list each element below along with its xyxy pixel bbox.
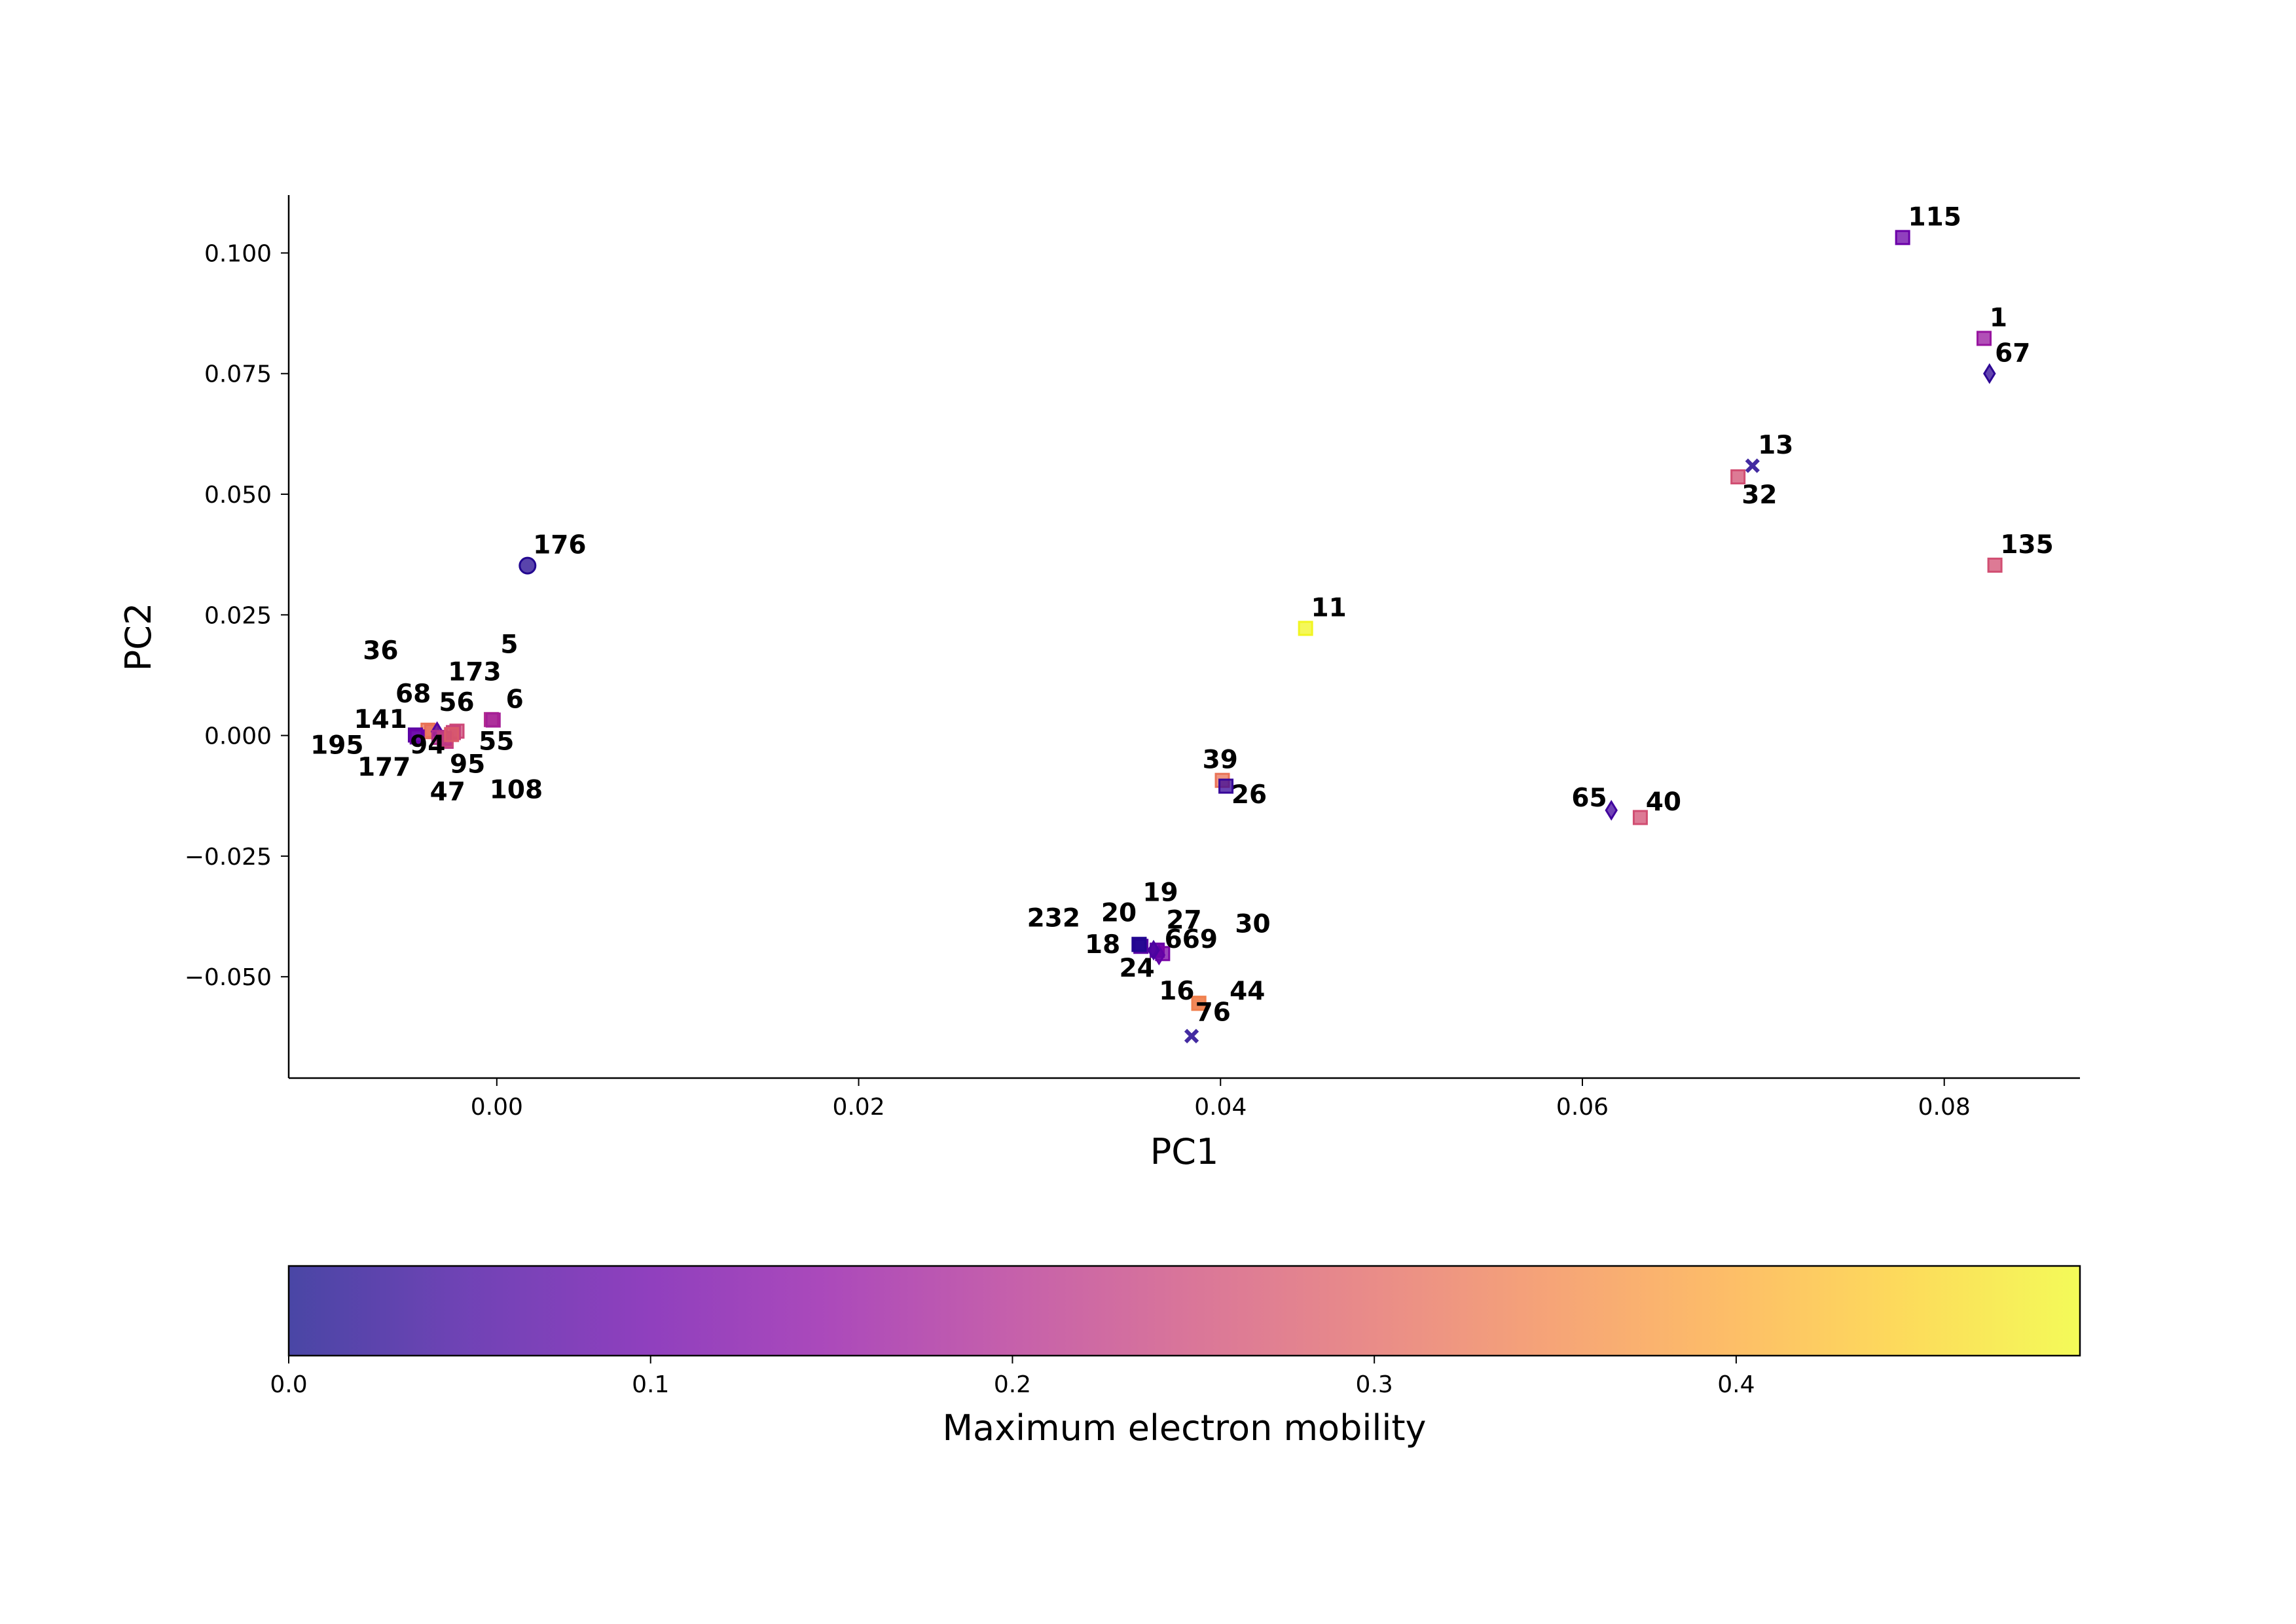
data-point-marker — [1191, 996, 1207, 1011]
data-point-label: 26 — [1231, 780, 1267, 810]
colorbar-tick-label: 0.2 — [994, 1371, 1031, 1398]
x-axis-title: PC1 — [1150, 1131, 1219, 1172]
data-point-label: 232 — [1027, 904, 1080, 933]
data-point-marker — [1983, 363, 1996, 384]
data-point-label: 68 — [395, 679, 431, 709]
data-point-label: 27 — [1166, 905, 1201, 935]
data-point-label: 11 — [1311, 594, 1346, 623]
data-point-marker — [1605, 800, 1618, 821]
x-tick-label: 0.04 — [1194, 1094, 1247, 1121]
data-point-label: 32 — [1741, 480, 1777, 510]
colorbar: 0.0 0.1 0.2 0.3 0.4 Maximum electron mobilit… — [270, 1265, 2081, 1449]
data-point-label: 115 — [1908, 202, 1961, 232]
data-point-marker — [519, 556, 537, 575]
data-point-label: 36 — [363, 636, 398, 666]
data-point-label: 39 — [1203, 746, 1238, 775]
y-axis-title: PC2 — [118, 603, 159, 672]
x-tick-label: 0.06 — [1556, 1094, 1609, 1121]
data-point-label: 76 — [1195, 998, 1231, 1027]
data-point-label: 173 — [448, 658, 501, 687]
data-point-label: 135 — [2000, 530, 2053, 560]
data-point-marker — [1131, 937, 1147, 952]
data-point-label: 30 — [1235, 909, 1270, 939]
data-point-label: 40 — [1646, 787, 1681, 817]
data-point-label: 177 — [357, 753, 410, 782]
data-point-marker — [485, 712, 501, 728]
data-markers — [407, 230, 2003, 1043]
colorbar-ticks: 0.0 0.1 0.2 0.3 0.4 — [270, 1356, 1755, 1398]
x-ticks: 0.00 0.02 0.04 0.06 0.08 — [471, 1078, 1971, 1121]
data-point-label: 669 — [1165, 925, 1218, 954]
data-point-label: 108 — [490, 775, 543, 804]
data-point-label: 18 — [1085, 930, 1120, 960]
data-point-label: 6 — [506, 685, 524, 715]
data-point-label: 19 — [1142, 878, 1178, 907]
colorbar-tick-label: 0.4 — [1717, 1371, 1755, 1398]
data-point-marker — [1184, 1028, 1199, 1043]
data-point-label: 20 — [1101, 898, 1137, 928]
x-tick-label: 0.02 — [832, 1094, 884, 1121]
data-point-label: 1 — [1990, 304, 2007, 333]
data-point-marker — [444, 727, 460, 742]
y-ticks: −0.050 −0.025 0.000 0.025 0.050 0.075 0.100 — [185, 240, 289, 991]
colorbar-tick-label: 0.0 — [270, 1371, 307, 1398]
y-tick-label: 0.000 — [204, 723, 272, 750]
data-point-marker — [409, 729, 425, 745]
x-tick-label: 0.08 — [1918, 1094, 1971, 1121]
data-point-label: 65 — [1571, 784, 1607, 813]
data-point-label: 55 — [479, 727, 514, 757]
x-tick-label: 0.00 — [471, 1094, 523, 1121]
data-point-marker — [1632, 810, 1648, 825]
colorbar-tick-label: 0.3 — [1356, 1371, 1393, 1398]
colorbar-gradient — [287, 1265, 2081, 1357]
y-tick-label: −0.050 — [185, 964, 272, 991]
data-point-marker — [1730, 469, 1746, 485]
data-point-label: 5 — [500, 630, 518, 660]
y-tick-label: 0.050 — [204, 482, 272, 509]
y-tick-label: 0.075 — [204, 361, 272, 388]
data-point-marker — [1895, 230, 1910, 245]
data-point-label: 56 — [439, 688, 474, 717]
data-point-label: 24 — [1120, 954, 1155, 983]
colorbar-tick-label: 0.1 — [632, 1371, 669, 1398]
data-point-label: 13 — [1758, 431, 1793, 460]
data-point-label: 95 — [450, 749, 485, 779]
y-tick-label: 0.025 — [204, 602, 272, 629]
data-point-label: 47 — [430, 777, 465, 806]
plot-area: 0.00 0.02 0.04 0.06 0.08 −0.050 −0.025 0.000 0.… — [118, 195, 2080, 1172]
data-point-label: 176 — [533, 531, 586, 560]
data-point-marker — [1218, 778, 1234, 794]
y-tick-label: 0.100 — [204, 240, 272, 267]
data-point-marker — [1977, 331, 1992, 346]
y-tick-label: −0.025 — [185, 844, 272, 871]
data-point-label: 195 — [310, 731, 363, 761]
data-point-marker — [1147, 939, 1160, 961]
data-point-label: 67 — [1995, 338, 2030, 368]
data-point-label: 94 — [410, 731, 445, 760]
data-point-label: 141 — [354, 705, 407, 734]
data-point-label: 44 — [1230, 977, 1265, 1006]
data-point-marker — [1298, 621, 1313, 636]
data-point-marker — [1745, 458, 1760, 473]
data-point-label: 16 — [1159, 977, 1194, 1006]
colorbar-title: Maximum electron mobility — [942, 1407, 1426, 1449]
data-point-marker — [1987, 557, 2003, 573]
